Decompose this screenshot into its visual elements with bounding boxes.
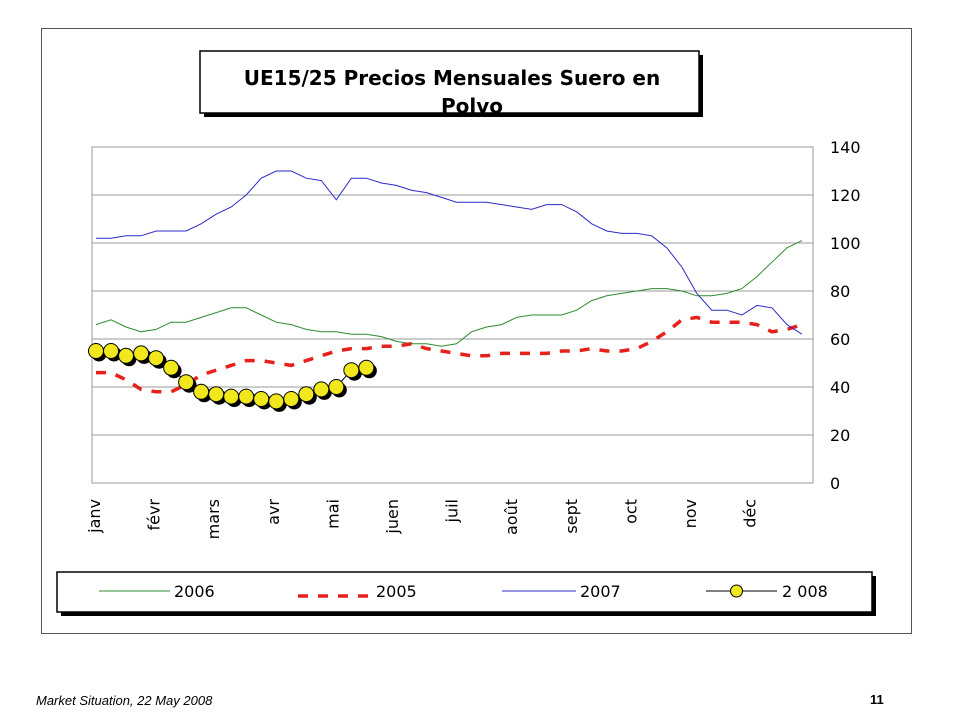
series-layer [88, 170, 803, 412]
legend: 2006 2005 2007 2 008 [56, 571, 876, 616]
y-tick-label-0: 0 [830, 474, 840, 493]
marker-2008-11 [253, 391, 270, 407]
x-tick-label-11: déc [741, 499, 760, 528]
chart-frame: UE15/25 Precios Mensuales Suero en Polvo… [41, 28, 912, 634]
y-tick-label-120: 120 [830, 186, 861, 205]
x-tick-label-8: sept [562, 499, 581, 534]
y-tick-label-20: 20 [830, 426, 850, 445]
marker-2008-4 [148, 350, 165, 367]
marker-2008-14 [298, 386, 315, 403]
legend-items: 2006 2005 2007 2 008 [99, 582, 828, 601]
marker-2008-16 [328, 379, 345, 395]
legend-label-2008: 2 008 [782, 582, 828, 601]
x-tick-label-2: mars [204, 499, 223, 539]
x-tick-label-1: févr [145, 499, 164, 531]
chart-title-line-2: Polvo [441, 94, 503, 118]
marker-2008-1 [103, 343, 120, 359]
marker-2008-13 [283, 391, 300, 407]
series-line-2005 [96, 315, 803, 394]
plot-area [91, 146, 814, 484]
y-tick-label-40: 40 [830, 378, 850, 397]
x-tick-label-9: oct [621, 499, 640, 524]
x-tick-label-5: juen [383, 499, 402, 535]
y-axis-tick-labels: 0 20 40 60 80 100 120 140 [830, 138, 861, 493]
x-tick-label-3: avr [264, 499, 283, 525]
chart-title-line-1: UE15/25 Precios Mensuales Suero en [244, 66, 660, 90]
x-tick-label-0: janv [85, 499, 104, 534]
marker-2008-7 [193, 383, 210, 400]
marker-2008-18 [358, 359, 375, 376]
y-tick-label-100: 100 [830, 234, 861, 253]
x-axis-tick-labels: janv févr mars avr mai juen juil août sept oct nov… [85, 499, 760, 540]
legend-marker-2008 [730, 584, 743, 598]
x-tick-label-7: août [502, 499, 521, 535]
marker-2008-15 [313, 381, 330, 398]
marker-2008-0 [88, 343, 104, 359]
title-box: UE15/25 Precios Mensuales Suero en Polvo [199, 50, 703, 118]
series-line-2006 [95, 240, 803, 347]
gridlines [92, 146, 813, 436]
footer-caption: Market Situation, 22 May 2008 [36, 693, 213, 708]
chart-svg: UE15/25 Precios Mensuales Suero en Polvo… [56, 50, 876, 616]
marker-2008-17 [343, 362, 360, 379]
y-tick-label-60: 60 [830, 330, 850, 349]
marker-2008-10 [238, 388, 255, 405]
marker-2008-8 [208, 386, 225, 403]
y-tick-label-140: 140 [830, 138, 861, 157]
x-tick-label-6: juil [443, 499, 462, 523]
x-tick-label-10: nov [681, 499, 700, 528]
legend-label-2007: 2007 [580, 582, 621, 601]
marker-2008-9 [223, 388, 240, 405]
page-number: 11 [870, 692, 884, 707]
marker-2008-3 [133, 345, 150, 362]
marker-2008-6 [178, 374, 195, 391]
marker-2008-12 [268, 393, 285, 410]
marker-2008-2 [118, 347, 135, 364]
marker-2008-5 [163, 359, 180, 376]
y-tick-label-80: 80 [830, 282, 850, 301]
legend-label-2006: 2006 [174, 582, 215, 601]
x-tick-label-4: mai [323, 499, 342, 529]
series-line-2007 [96, 170, 803, 335]
legend-label-2005: 2005 [376, 582, 417, 601]
